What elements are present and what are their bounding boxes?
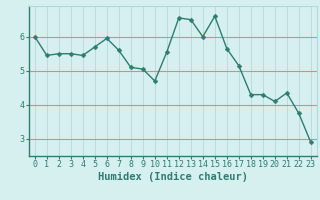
X-axis label: Humidex (Indice chaleur): Humidex (Indice chaleur)	[98, 172, 248, 182]
